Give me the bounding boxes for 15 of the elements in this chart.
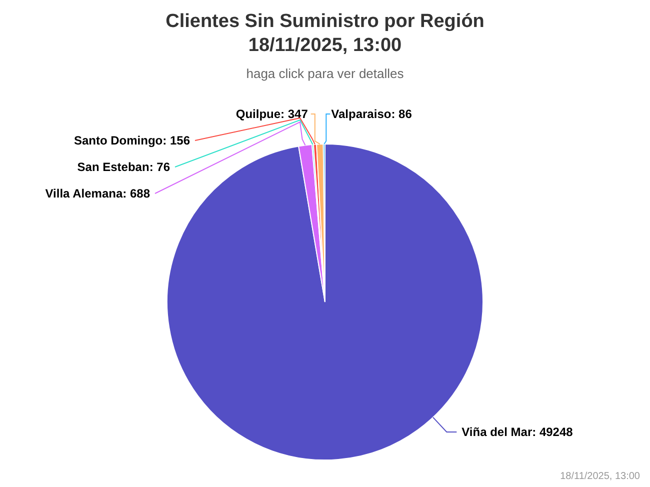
slice-label: Viña del Mar	[462, 425, 532, 440]
data-label: : 49248	[532, 425, 574, 440]
data-label: : 688	[122, 186, 150, 201]
data-label: : 86	[391, 107, 412, 122]
slice-label: Villa Alemana	[45, 186, 123, 201]
data-label: : 347	[280, 107, 308, 122]
slice-label: San Esteban	[77, 160, 150, 174]
slice-label: Santo Domingo	[74, 134, 163, 148]
slice-label: Valparaiso	[331, 107, 392, 122]
slice-label: Quilpue	[236, 107, 281, 122]
text: 18/11/2025, 13:00	[560, 471, 640, 482]
data-label: : 156	[162, 134, 190, 148]
chart-subtitle: haga click para ver detalles	[246, 66, 404, 81]
data-label: : 76	[149, 160, 170, 174]
chart-title: Clientes Sin Suministro por Región 18/11/2025, 13:00	[166, 11, 484, 56]
